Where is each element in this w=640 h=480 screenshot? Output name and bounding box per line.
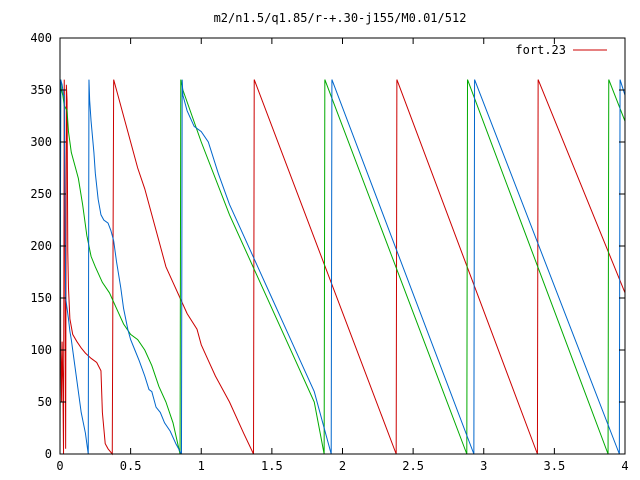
- x-tick-label: 2: [339, 459, 346, 473]
- y-tick-label: 50: [38, 395, 52, 409]
- y-tick-label: 0: [45, 447, 52, 461]
- y-tick-label: 400: [30, 31, 52, 45]
- y-tick-label: 100: [30, 343, 52, 357]
- x-tick-label: 1: [198, 459, 205, 473]
- y-tick-label: 150: [30, 291, 52, 305]
- y-tick-label: 250: [30, 187, 52, 201]
- legend-label: fort.23: [515, 43, 566, 57]
- series-line-3: [59, 79, 626, 455]
- series-line-1: [59, 79, 626, 456]
- x-tick-label: 4: [621, 459, 628, 473]
- x-tick-label: 1.5: [261, 459, 283, 473]
- series-line-2: [59, 79, 626, 455]
- x-tick-label: 3: [480, 459, 487, 473]
- legend: fort.23: [515, 43, 607, 57]
- chart-title: m2/n1.5/q1.85/r-+.30-j155/M0.01/512: [214, 11, 467, 25]
- x-tick-label: 3.5: [544, 459, 566, 473]
- x-tick-label: 0.5: [120, 459, 142, 473]
- ticks-layer: 0 0.5 1 1.5 2 2.5 3 3.5 4 0 50 100 150 200 250 300 350 40…: [30, 31, 628, 473]
- y-tick-label: 350: [30, 83, 52, 97]
- series-layer: [59, 79, 626, 456]
- x-tick-label: 2.5: [402, 459, 424, 473]
- plot-border: [59, 37, 626, 455]
- x-tick-label: 0: [56, 459, 63, 473]
- y-tick-label: 200: [30, 239, 52, 253]
- axes-layer: [59, 37, 626, 455]
- y-tick-label: 300: [30, 135, 52, 149]
